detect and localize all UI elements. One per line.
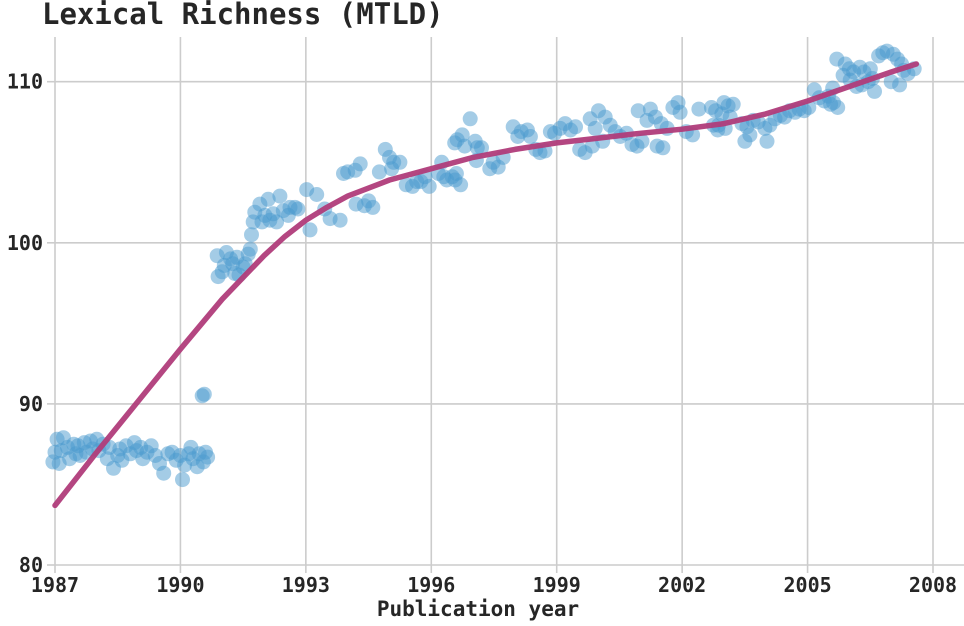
scatter-point: [685, 127, 701, 143]
scatter-point: [156, 465, 172, 481]
scatter-series: [45, 43, 922, 488]
y-tick-label: 90: [19, 392, 43, 416]
x-axis-label: Publication year: [377, 597, 579, 621]
scatter-point: [655, 140, 671, 156]
scatter-point: [474, 140, 489, 156]
x-tick-label: 2008: [909, 573, 957, 597]
trend-line: [52, 61, 920, 509]
scatter-point: [332, 212, 348, 228]
scatter-point: [290, 201, 306, 217]
x-tick-label: 2002: [658, 573, 706, 597]
chart-title: Lexical Richness (MTLD): [42, 0, 444, 31]
scatter-point: [371, 164, 387, 180]
x-tick-label: 1999: [533, 573, 581, 597]
scatter-point: [630, 103, 646, 119]
trend-line-group: [52, 61, 920, 509]
scatter-point: [352, 156, 368, 172]
scatter-point: [587, 120, 603, 136]
scatter-point: [269, 214, 285, 230]
scatter-point: [867, 83, 882, 99]
x-tick-label: 2005: [783, 573, 831, 597]
y-tick-label: 100: [7, 231, 43, 255]
scatter-point: [260, 191, 276, 207]
scatter-point: [196, 386, 212, 402]
scatter-point: [634, 133, 650, 149]
y-tick-label: 110: [7, 70, 43, 94]
scatter-point: [175, 472, 190, 488]
scatter-point: [392, 154, 408, 170]
tick-marks: [47, 80, 934, 573]
scatter-point: [568, 119, 583, 135]
scatter-point: [462, 111, 478, 127]
y-tick-label: 80: [19, 553, 43, 577]
scatter-point: [272, 188, 288, 204]
scatter-point: [691, 101, 707, 117]
x-tick-label: 1990: [156, 573, 204, 597]
scatter-point: [200, 449, 216, 465]
scatter-point: [365, 199, 381, 215]
scatter-point: [759, 133, 775, 149]
scatter-point: [453, 177, 469, 193]
scatter-point: [522, 129, 538, 144]
scatter-point: [244, 227, 259, 243]
scatter-point: [742, 127, 758, 143]
scatter-point: [672, 104, 688, 120]
scatter-point: [309, 187, 325, 202]
x-tick-labels: 1987 1990 1993 1996 1999 2002 2005 2008: [31, 573, 957, 597]
scatter-point: [242, 241, 258, 257]
scatter-point: [892, 77, 908, 93]
scatter-point: [725, 96, 741, 112]
x-tick-label: 1996: [407, 573, 455, 597]
y-tick-labels: 80 90 100 110: [7, 70, 43, 577]
x-tick-label: 1987: [31, 573, 79, 597]
scatter-point: [421, 178, 437, 194]
scatter-point: [830, 100, 846, 115]
x-tick-label: 1993: [282, 573, 330, 597]
gridlines: [54, 37, 964, 566]
scatter-point: [302, 222, 318, 238]
scatter-point: [454, 127, 470, 143]
